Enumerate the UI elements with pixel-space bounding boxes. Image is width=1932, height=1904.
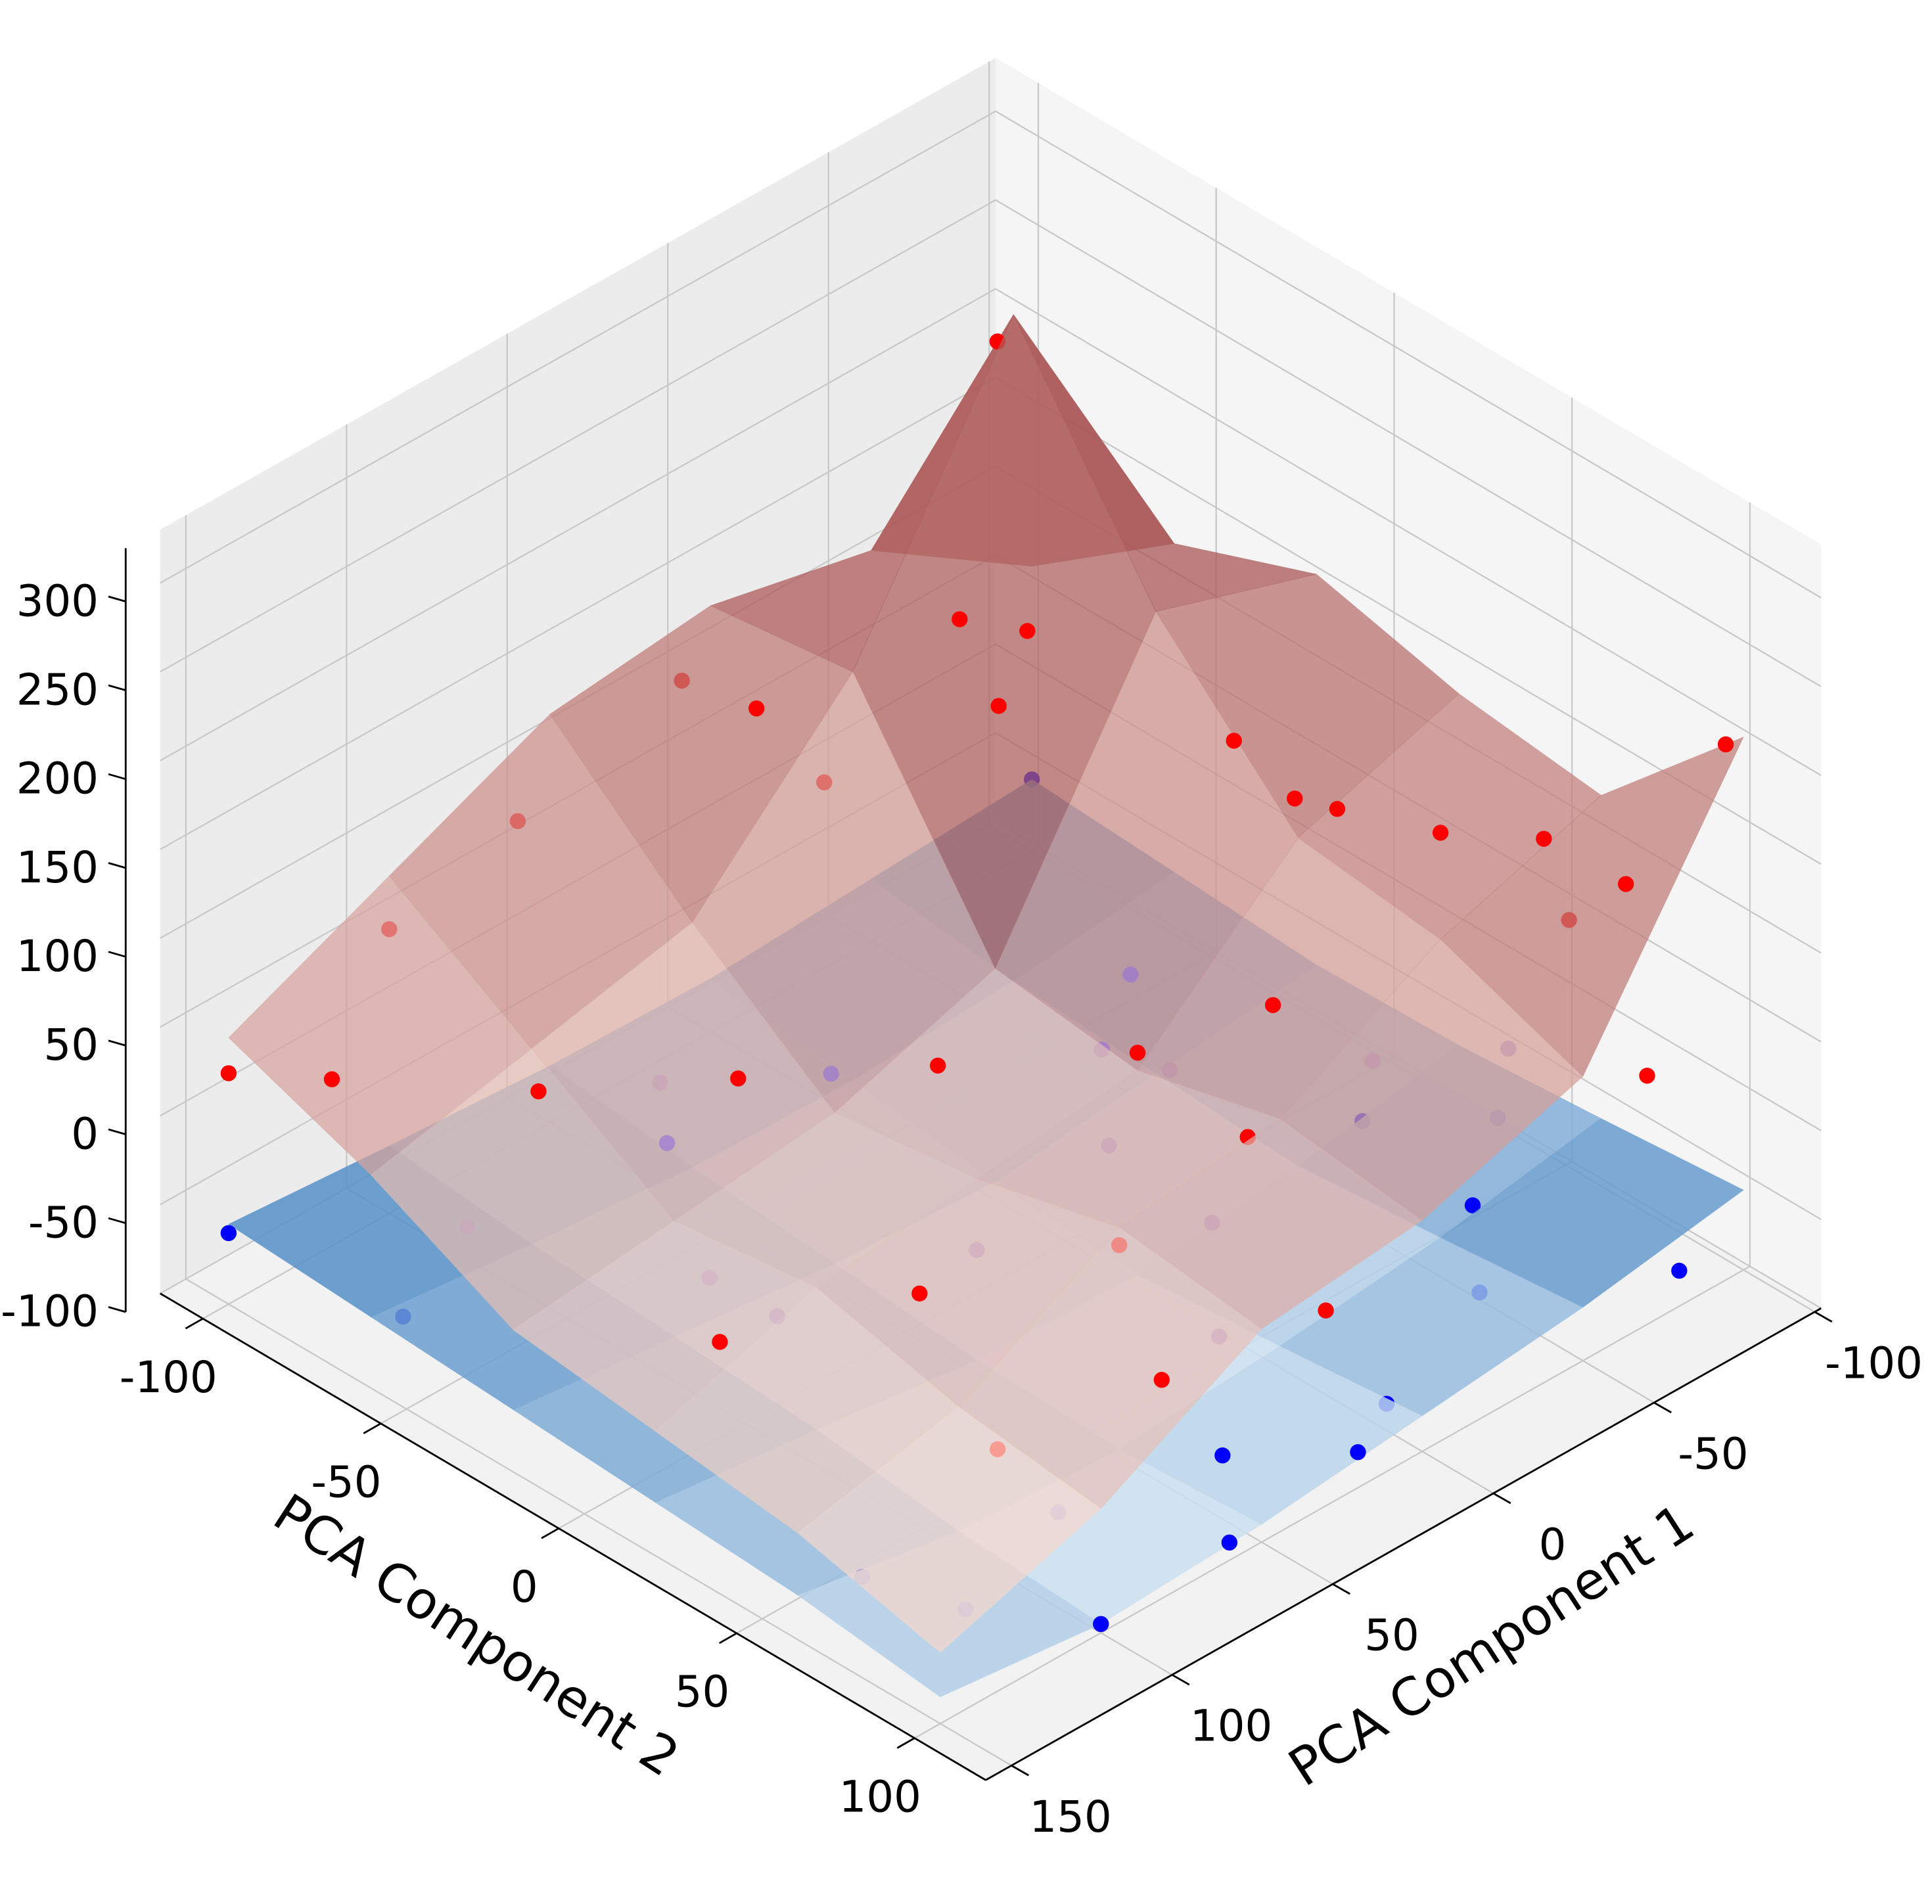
scatter-point <box>1214 1447 1231 1464</box>
scatter-point <box>1536 830 1552 847</box>
scatter-point <box>1717 736 1734 753</box>
scatter-point <box>1432 825 1449 841</box>
tick-mark <box>108 1128 126 1135</box>
surface-cell <box>797 1406 1102 1653</box>
x-tick-label: -100 <box>1825 1338 1923 1388</box>
scatter-point <box>1226 733 1242 749</box>
scatter-point <box>1129 1045 1146 1061</box>
scatter-point <box>1617 876 1634 892</box>
scatter-point <box>1019 623 1036 639</box>
tick-mark <box>108 1306 126 1313</box>
tick-mark <box>541 1528 559 1539</box>
z-tick-label: 150 <box>16 843 99 893</box>
z-tick-label: -100 <box>1 1287 99 1337</box>
axis-line <box>160 1292 986 1781</box>
scatter-point <box>823 1066 839 1082</box>
axes <box>108 548 1833 1781</box>
scatter-point <box>712 1334 728 1350</box>
z-tick-label: 50 <box>44 1020 99 1070</box>
tick-mark <box>896 1737 915 1749</box>
y-tick-label: 50 <box>675 1667 730 1717</box>
tick-mark <box>1011 1765 1030 1777</box>
scatter-point <box>1153 1372 1170 1388</box>
y-tick-label: 100 <box>839 1772 921 1822</box>
y-tick-label: -50 <box>311 1457 381 1507</box>
plot <box>220 313 1745 1698</box>
grid-line <box>995 110 1822 599</box>
x-tick-label: 50 <box>1364 1611 1419 1661</box>
x-tick-label: 0 <box>1539 1520 1567 1570</box>
tick-mark <box>363 1422 382 1434</box>
scatter-point <box>1264 997 1281 1013</box>
scatter-point <box>1318 1302 1334 1319</box>
scatter-point <box>1122 966 1139 983</box>
scatter-point <box>1093 1616 1109 1633</box>
grid-line <box>160 110 996 584</box>
scatter-point <box>730 1070 747 1087</box>
scatter-point <box>530 1083 547 1100</box>
tick-mark <box>1653 1401 1672 1414</box>
axis-line <box>985 1307 1822 1781</box>
scatter-point <box>1671 1262 1688 1279</box>
scatter-point <box>1464 1197 1481 1213</box>
tick-mark <box>108 684 126 692</box>
grid-line <box>160 288 996 761</box>
tick-mark <box>108 773 126 781</box>
z-tick-label: 300 <box>16 576 99 626</box>
grid-line <box>185 1278 1012 1767</box>
z-tick-label: -50 <box>28 1198 99 1248</box>
grid-line <box>995 288 1822 777</box>
scatter-point <box>1329 801 1346 817</box>
scatter-point <box>911 1285 928 1302</box>
tick-mark <box>108 862 126 869</box>
tick-mark <box>1332 1583 1351 1595</box>
scatter-point <box>1221 1534 1238 1551</box>
tick-mark <box>719 1632 737 1644</box>
grid-line <box>160 376 996 850</box>
z-tick-label: 200 <box>16 754 99 804</box>
scatter-point <box>1639 1068 1655 1084</box>
tick-mark <box>1171 1673 1190 1686</box>
grid-line <box>914 1265 1751 1739</box>
z-tick-label: 100 <box>16 932 99 982</box>
scatter-point <box>1287 790 1303 807</box>
y-tick-label: 0 <box>511 1562 538 1612</box>
tick-mark <box>108 595 126 602</box>
scatter-point <box>748 700 765 717</box>
grid-line <box>995 199 1822 687</box>
tick-mark <box>108 1217 126 1225</box>
scatter-point <box>929 1057 946 1074</box>
y-tick-label: -100 <box>120 1353 218 1403</box>
scatter-point <box>220 1225 237 1242</box>
scatter-point <box>658 1135 676 1152</box>
scatter-point <box>952 611 968 627</box>
x-tick-label: -50 <box>1678 1429 1748 1479</box>
z-tick-label: 250 <box>16 665 99 715</box>
scatter-point <box>323 1071 340 1087</box>
tick-mark <box>185 1317 204 1330</box>
grid-line <box>160 199 996 673</box>
tick-labels: -100 -50 0 50 100 150 -100 -50 0 50 100 -100 -50 0 50 1… <box>1 576 1923 1842</box>
tick-mark <box>1814 1311 1833 1323</box>
tick-mark <box>1492 1492 1511 1505</box>
x-tick-label: 150 <box>1029 1792 1111 1842</box>
tick-mark <box>108 1039 126 1047</box>
scatter-point <box>220 1065 237 1081</box>
tick-mark <box>108 951 126 958</box>
z-tick-label: 0 <box>71 1109 99 1159</box>
scatter-point <box>990 698 1007 714</box>
scatter-point <box>1350 1444 1366 1461</box>
x-tick-label: 100 <box>1190 1702 1272 1752</box>
